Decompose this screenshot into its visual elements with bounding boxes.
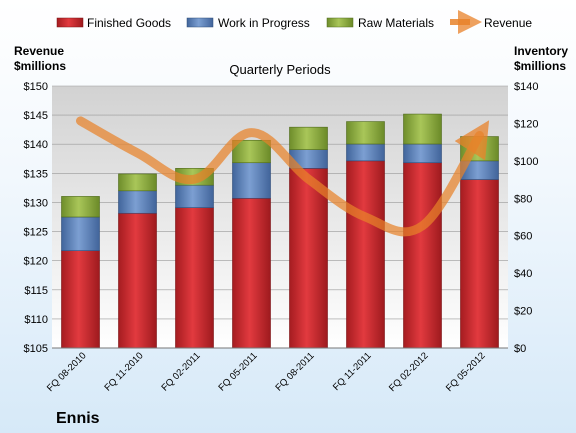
bar-finished-goods [118,212,157,349]
legend-swatch-finished-goods [56,17,84,28]
right-tick-label: $20 [514,306,532,318]
legend-label-raw-materials: Raw Materials [358,16,434,30]
bar-raw-materials [61,196,100,218]
legend-item-revenue: Revenue [450,10,532,34]
left-tick-label: $120 [24,256,48,268]
legend-label-finished-goods: Finished Goods [87,16,171,30]
bar-finished-goods [61,250,100,349]
bar-raw-materials [403,113,442,145]
revenue-line-path [76,116,490,237]
bar-finished-goods [403,162,442,349]
right-tick-label: $40 [514,268,532,280]
bar-work-in-progress [403,143,442,164]
left-tick-label: $145 [24,110,48,122]
bar-finished-goods [175,207,214,349]
left-tick-label: $135 [24,168,48,180]
bar-raw-materials [232,139,271,164]
bar-finished-goods [346,160,385,349]
x-tick-label: FQ 05-2012 [444,350,488,394]
legend: Finished Goods Work in Progress Raw Mate… [56,10,532,34]
left-tick-label: $125 [24,227,48,239]
x-tick-label: FQ 11-2011 [331,350,374,393]
right-tick-label: $140 [514,81,538,93]
right-tick-label: $100 [514,156,538,168]
bar-raw-materials [289,126,328,150]
left-tick-label: $140 [24,139,48,151]
legend-swatch-work-in-progress [186,17,214,28]
bars [61,113,499,349]
revenue-line [76,116,490,237]
legend-swatch-raw-materials [326,17,354,28]
right-tick-label: $60 [514,231,532,243]
right-axis-label-line1: Inventory [514,44,568,58]
bar-work-in-progress [346,143,385,162]
x-tick-label: FQ 02-2011 [159,350,202,393]
bar-work-in-progress [61,216,100,251]
left-tick-label: $110 [24,314,48,326]
bar-finished-goods [460,179,499,349]
right-tick-label: $120 [514,118,538,130]
legend-item-raw-materials: Raw Materials [326,16,434,30]
left-tick-label: $150 [24,81,48,93]
x-tick-label: FQ 02-2012 [387,350,431,394]
bar-raw-materials [346,121,385,145]
bar-work-in-progress [118,190,157,214]
right-axis-label-line2: $millions [514,59,566,73]
bar-work-in-progress [175,184,214,208]
legend-item-finished-goods: Finished Goods [56,16,171,30]
chart-title: Quarterly Periods [229,62,331,77]
bar-raw-materials [118,173,157,192]
x-tick-label: FQ 05-2011 [216,350,259,393]
bar-finished-goods [232,197,271,349]
right-tick-label: $0 [514,343,526,355]
legend-label-revenue: Revenue [484,16,532,30]
left-tick-label: $130 [24,197,48,209]
left-tick-label: $105 [24,343,48,355]
x-tick-label: FQ 08-2010 [45,350,89,394]
left-axis-label-line2: $millions [14,59,66,73]
x-tick-label: FQ 11-2010 [102,350,145,393]
legend-item-work-in-progress: Work in Progress [186,16,310,30]
left-axis-label-line1: Revenue [14,44,64,58]
left-tick-label: $115 [24,285,48,297]
right-tick-label: $80 [514,193,532,205]
legend-label-work-in-progress: Work in Progress [218,16,310,30]
x-tick-label: FQ 08-2011 [273,350,316,393]
bar-finished-goods [289,168,328,349]
company-name: Ennis [56,410,100,427]
bar-work-in-progress [232,162,271,199]
